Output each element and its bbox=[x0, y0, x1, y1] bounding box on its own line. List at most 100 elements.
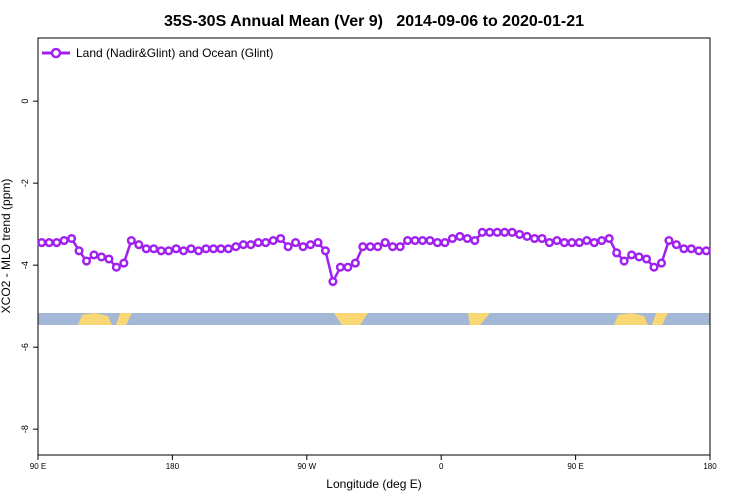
data-point bbox=[500, 227, 510, 237]
data-point bbox=[612, 248, 622, 258]
land-australia bbox=[78, 313, 132, 325]
data-point bbox=[261, 238, 271, 248]
data-point bbox=[246, 240, 256, 250]
data-point bbox=[208, 244, 219, 254]
data-point bbox=[597, 236, 607, 246]
x-tick-label: 90 E bbox=[30, 462, 46, 471]
data-point bbox=[410, 236, 420, 246]
data-point bbox=[664, 236, 674, 246]
data-point bbox=[216, 244, 226, 254]
data-point bbox=[671, 240, 681, 250]
data-point bbox=[171, 244, 181, 254]
plot-frame bbox=[37, 37, 711, 456]
data-point bbox=[141, 244, 151, 254]
x-tick-label: 90 E bbox=[567, 462, 583, 471]
data-point bbox=[201, 244, 211, 254]
legend-label: Land (Nadir&Glint) and Ocean (Glint) bbox=[76, 46, 273, 60]
data-point bbox=[89, 250, 99, 260]
x-tick-label: 180 bbox=[703, 462, 717, 471]
data-point bbox=[507, 227, 517, 237]
data-point bbox=[305, 240, 316, 250]
data-point bbox=[574, 238, 584, 248]
data-point bbox=[59, 236, 69, 246]
land-australia-repeat bbox=[614, 313, 668, 325]
data-point bbox=[156, 246, 166, 256]
legend: Land (Nadir&Glint) and Ocean (Glint) bbox=[42, 46, 273, 60]
data-point bbox=[193, 246, 204, 256]
data-point bbox=[365, 242, 375, 252]
x-tick-label: 90 W bbox=[297, 462, 316, 471]
data-point bbox=[477, 227, 487, 237]
x-tick-label: 180 bbox=[166, 462, 180, 471]
data-point bbox=[529, 233, 540, 244]
data-point bbox=[679, 244, 689, 254]
data-point bbox=[589, 238, 599, 248]
data-point bbox=[641, 254, 652, 264]
data-point bbox=[552, 236, 562, 246]
chart-title: 35S-30S Annual Mean (Ver 9) 2014-09-06 t… bbox=[164, 13, 584, 30]
data-point bbox=[470, 236, 480, 246]
data-point bbox=[686, 244, 696, 254]
data-point bbox=[537, 233, 547, 244]
data-point bbox=[462, 233, 472, 244]
data-point bbox=[298, 242, 308, 252]
data-point bbox=[649, 262, 659, 272]
data-point bbox=[515, 229, 525, 239]
data-point bbox=[373, 242, 383, 252]
data-point bbox=[492, 227, 502, 237]
data-point bbox=[358, 242, 368, 252]
data-point bbox=[335, 262, 345, 272]
data-point bbox=[52, 238, 62, 248]
data-point bbox=[455, 231, 465, 242]
data-point bbox=[223, 244, 233, 254]
data-point bbox=[604, 233, 614, 244]
data-point bbox=[126, 236, 136, 246]
data-point bbox=[104, 254, 114, 264]
data-point bbox=[440, 238, 450, 248]
data-point bbox=[567, 238, 577, 248]
data-point bbox=[343, 262, 353, 272]
data-point bbox=[619, 256, 629, 266]
data-point bbox=[291, 238, 301, 248]
data-point bbox=[134, 240, 144, 250]
data-point bbox=[37, 238, 47, 248]
data-point bbox=[74, 246, 84, 256]
data-point bbox=[238, 240, 248, 250]
data-point bbox=[694, 246, 704, 256]
x-axis-label: Longitude (deg E) bbox=[326, 477, 421, 491]
data-point bbox=[701, 246, 711, 256]
y-tick-label: -2 bbox=[20, 179, 30, 187]
data-point bbox=[544, 238, 555, 248]
data-point bbox=[67, 233, 77, 244]
data-point bbox=[656, 258, 667, 268]
data-point bbox=[380, 238, 390, 248]
data-point bbox=[403, 236, 413, 246]
land-south-america bbox=[334, 313, 368, 325]
data-point bbox=[395, 242, 405, 252]
data-point bbox=[164, 246, 174, 256]
data-point bbox=[485, 227, 495, 237]
data-point bbox=[253, 238, 263, 248]
data-point bbox=[320, 246, 331, 256]
y-tick-label: -4 bbox=[20, 261, 30, 269]
data-point bbox=[425, 236, 435, 246]
data-point bbox=[268, 236, 278, 246]
ocean-strip bbox=[38, 313, 710, 325]
y-tick-label: -8 bbox=[20, 425, 30, 433]
data-point bbox=[231, 242, 241, 252]
data-point bbox=[388, 242, 398, 252]
data-point bbox=[111, 262, 121, 272]
data-point bbox=[179, 246, 189, 256]
data-point bbox=[44, 238, 54, 248]
land-africa bbox=[468, 313, 490, 325]
data-point bbox=[634, 252, 644, 262]
data-point bbox=[432, 238, 443, 248]
data-point bbox=[582, 236, 592, 246]
data-point bbox=[350, 258, 360, 268]
x-tick-label: 0 bbox=[439, 462, 444, 471]
data-point bbox=[447, 233, 457, 244]
data-point bbox=[559, 238, 569, 248]
y-axis-label: XCO2 - MLO trend (ppm) bbox=[0, 179, 13, 314]
data-point bbox=[81, 256, 92, 266]
